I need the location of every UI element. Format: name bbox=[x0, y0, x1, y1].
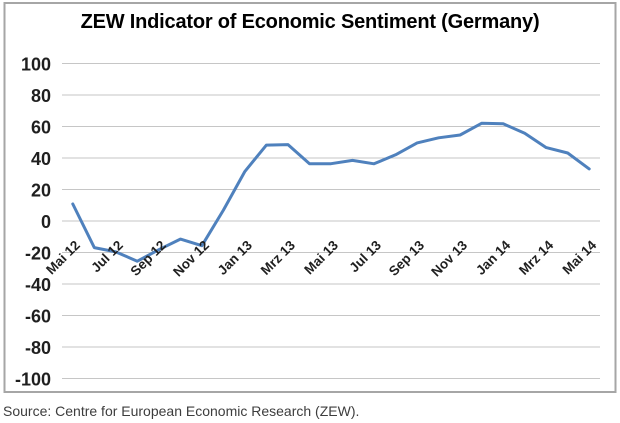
y-axis-tick-label: 80 bbox=[31, 86, 51, 106]
y-axis-tick-label: 60 bbox=[31, 118, 51, 138]
source-note: Source: Centre for European Economic Res… bbox=[3, 403, 360, 419]
sentiment-data-line bbox=[71, 121, 591, 263]
y-axis-tick-label: 40 bbox=[31, 149, 51, 169]
y-axis-tick-label: -60 bbox=[25, 307, 51, 327]
y-axis-tick-label: 20 bbox=[31, 181, 51, 201]
y-axis-tick-label: -100 bbox=[15, 370, 51, 390]
chart-frame-border bbox=[3, 2, 617, 393]
chart-title: ZEW Indicator of Economic Sentiment (Ger… bbox=[80, 11, 540, 33]
y-axis-tick-label: -80 bbox=[25, 338, 51, 358]
y-axis-tick-label: -40 bbox=[25, 275, 51, 295]
y-axis-tick-label: 100 bbox=[21, 55, 51, 75]
y-axis-tick-label: 0 bbox=[41, 212, 51, 232]
y-axis-tick-labels: 100 80 60 40 20 0 -20 -40 -60 -80 -100 bbox=[15, 55, 51, 390]
y-axis-tick-label: -20 bbox=[25, 244, 51, 264]
